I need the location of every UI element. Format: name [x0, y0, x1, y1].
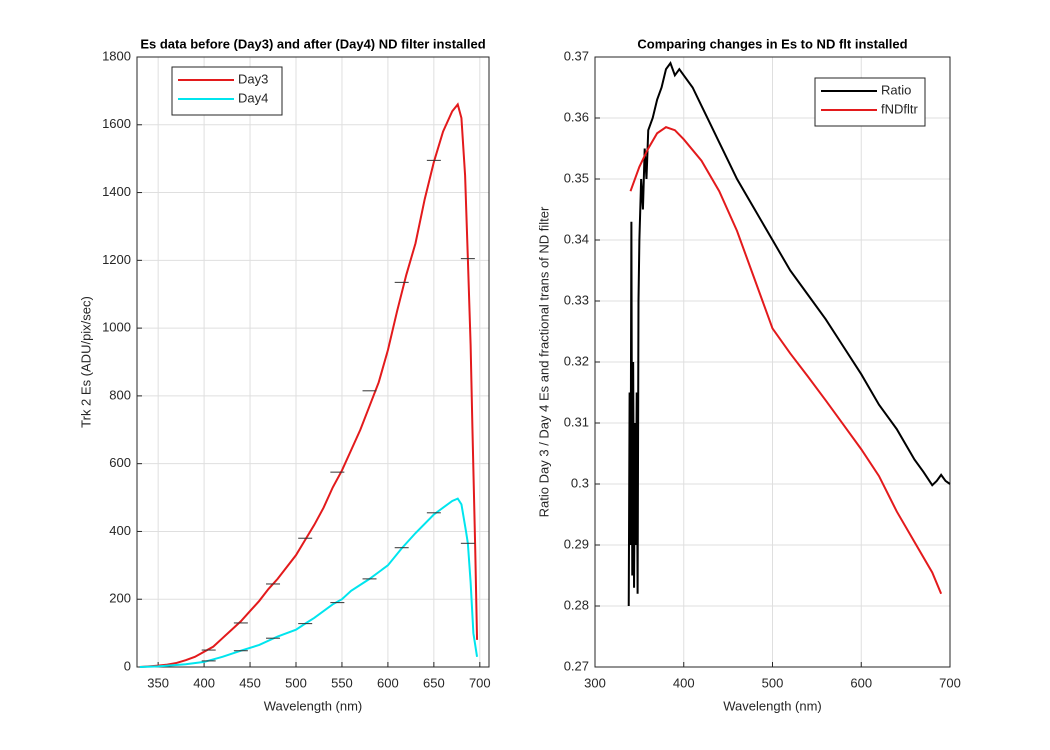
y-tick-label: 0.28 [564, 597, 589, 612]
legend-label: Ratio [881, 82, 911, 97]
y-tick-label: 0.3 [571, 475, 589, 490]
legend-label: fNDfltr [881, 101, 919, 116]
data-line [139, 497, 479, 668]
x-tick-label: 500 [762, 675, 784, 690]
y-tick-label: 400 [109, 523, 131, 538]
x-tick-label: 600 [377, 675, 399, 690]
y-tick-label: 0.29 [564, 536, 589, 551]
y-tick-label: 0.27 [564, 658, 589, 673]
data-line [627, 60, 951, 607]
axes-box [594, 56, 951, 668]
y-axis-label: Ratio Day 3 / Day 4 Es and fractional tr… [536, 206, 551, 517]
y-tick-label: 0.35 [564, 170, 589, 185]
x-tick-label: 350 [147, 675, 169, 690]
y-tick-label: 200 [109, 591, 131, 606]
y-tick-label: 1400 [102, 184, 131, 199]
x-tick-label: 400 [193, 675, 215, 690]
x-tick-label: 550 [331, 675, 353, 690]
x-tick-label: 650 [423, 675, 445, 690]
y-tick-label: 0.37 [564, 48, 589, 63]
y-tick-label: 0 [124, 658, 131, 673]
data-line [139, 102, 479, 668]
x-axis-label: Wavelength (nm) [264, 698, 363, 713]
y-tick-label: 0.34 [564, 231, 589, 246]
x-tick-label: 400 [673, 675, 695, 690]
y-axis-label: Trk 2 Es (ADU/pix/sec) [78, 296, 93, 428]
x-axis-label: Wavelength (nm) [723, 698, 822, 713]
legend-label: Day4 [238, 90, 268, 105]
y-tick-label: 1800 [102, 48, 131, 63]
y-tick-label: 1200 [102, 252, 131, 267]
x-tick-label: 700 [939, 675, 961, 690]
x-tick-label: 600 [850, 675, 872, 690]
legend-box [814, 77, 926, 127]
axes-box [136, 56, 490, 668]
y-tick-label: 600 [109, 455, 131, 470]
y-tick-label: 0.33 [564, 292, 589, 307]
y-tick-label: 0.32 [564, 353, 589, 368]
y-tick-label: 1000 [102, 320, 131, 335]
chart-title: Comparing changes in Es to ND flt instal… [637, 36, 907, 51]
chart-title: Es data before (Day3) and after (Day4) N… [140, 36, 485, 51]
y-tick-label: 0.31 [564, 414, 589, 429]
x-tick-label: 300 [584, 675, 606, 690]
y-tick-label: 1600 [102, 116, 131, 131]
y-tick-label: 800 [109, 387, 131, 402]
x-tick-label: 500 [285, 675, 307, 690]
data-line [629, 126, 943, 595]
legend-box [171, 66, 283, 116]
x-tick-label: 700 [469, 675, 491, 690]
plot-area [137, 57, 489, 667]
y-tick-label: 0.36 [564, 109, 589, 124]
x-tick-label: 450 [239, 675, 261, 690]
legend-label: Day3 [238, 71, 268, 86]
